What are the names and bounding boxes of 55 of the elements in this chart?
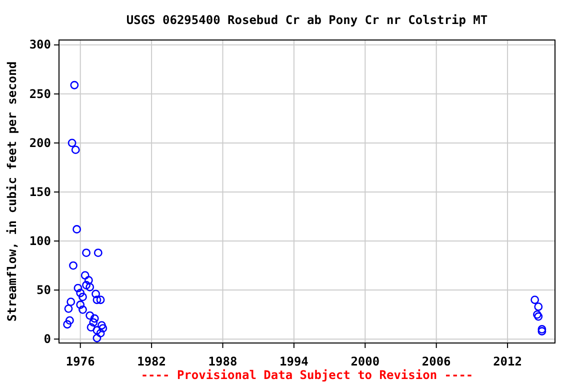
point [96, 328, 105, 338]
point [86, 323, 96, 332]
point [92, 334, 102, 342]
point [69, 261, 78, 270]
point [534, 302, 543, 311]
point [64, 304, 73, 313]
point [96, 296, 105, 304]
point [70, 80, 79, 90]
y-tick-label: 300 [29, 38, 51, 52]
point [534, 312, 543, 321]
point [71, 146, 80, 154]
point [78, 305, 87, 314]
point [89, 318, 98, 327]
y-tick-label: 200 [29, 136, 51, 150]
x-tick-label: 1982 [137, 354, 166, 368]
point [538, 327, 546, 336]
point [66, 298, 76, 306]
point [78, 292, 87, 302]
point [82, 280, 91, 290]
point [82, 248, 91, 257]
point [94, 248, 102, 257]
point [86, 311, 94, 320]
x-tick-label: 1988 [208, 354, 238, 368]
point [76, 300, 85, 309]
y-tick-label: 0 [44, 332, 51, 346]
x-tick-label: 2012 [493, 354, 522, 368]
point [92, 326, 102, 334]
point [86, 282, 94, 292]
y-tick-label: 50 [36, 282, 51, 297]
x-tick-label: 1976 [66, 354, 95, 368]
chart-title: USGS 06295400 Rosebud Cr ab Pony Cr nr Colstrip MT [126, 13, 488, 27]
point [98, 321, 106, 330]
y-tick-label: 100 [29, 234, 51, 248]
x-tick-label: 2006 [422, 354, 451, 368]
text: ---- Provisional Data Subject to Revision ---- [140, 368, 474, 382]
y-tick-label: 250 [29, 86, 51, 101]
point [72, 225, 82, 234]
x-tick-label: 1994 [279, 354, 308, 368]
x-tick-label: 2000 [350, 354, 380, 368]
point [92, 296, 102, 304]
point [76, 288, 85, 298]
point [74, 284, 82, 292]
point [84, 276, 93, 284]
point [68, 138, 76, 148]
y-axis-title: Streamflow, in cubic feet per second [5, 61, 19, 322]
point [80, 271, 90, 280]
point [532, 310, 542, 319]
point [538, 325, 546, 334]
point [530, 296, 540, 304]
point [92, 290, 100, 298]
point [98, 324, 108, 332]
point [65, 316, 74, 325]
point [63, 320, 72, 329]
y-tick-label: 150 [29, 184, 51, 199]
point [90, 314, 99, 323]
